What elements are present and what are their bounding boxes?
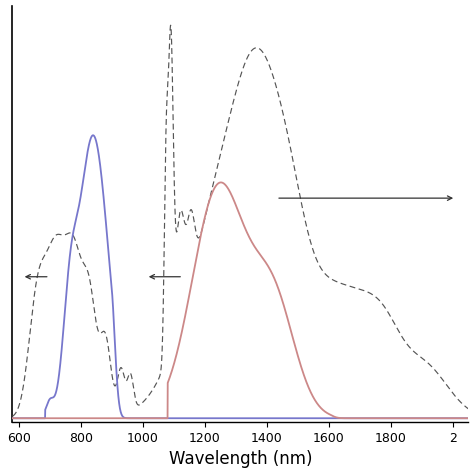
X-axis label: Wavelength (nm): Wavelength (nm) <box>169 450 312 468</box>
